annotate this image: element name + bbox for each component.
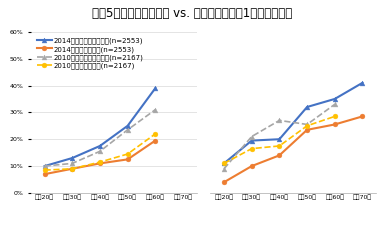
Text: 図表5　新聞・雑誌通販 vs. テレビ通販　年1回以上購入率: 図表5 新聞・雑誌通販 vs. テレビ通販 年1回以上購入率 bbox=[92, 7, 292, 20]
Legend: 2014年：新聞・雑誌通販(n=2553), 2014年：テレビ通販(n=2553), 2010年：新聞・雑誌通販(n=2167), 2010年：テレビ通販(n: 2014年：新聞・雑誌通販(n=2553), 2014年：テレビ通販(n=255… bbox=[36, 37, 144, 70]
